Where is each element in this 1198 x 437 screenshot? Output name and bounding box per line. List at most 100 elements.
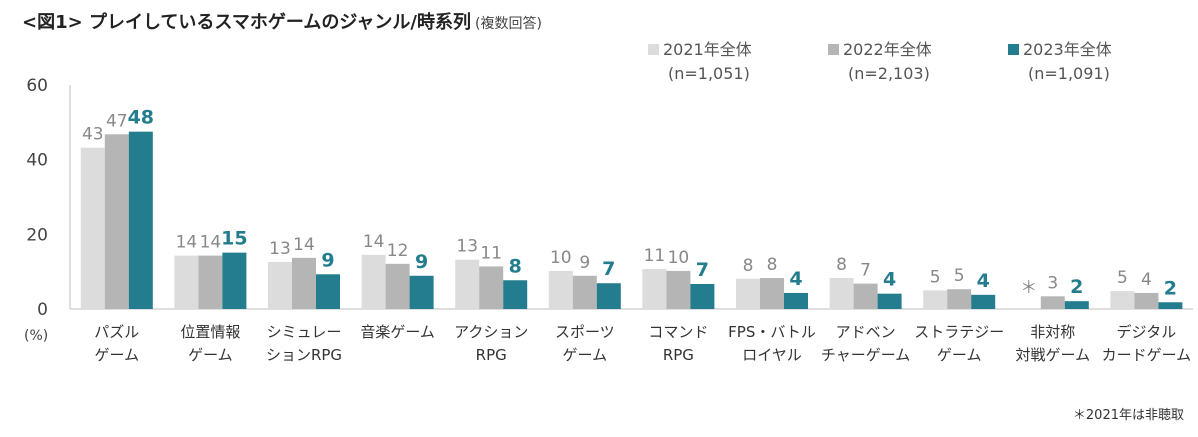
x-tick-label: ゲーム xyxy=(563,346,608,364)
bar-2023年全体-11 xyxy=(1158,302,1183,309)
bar-2023年全体-9 xyxy=(971,294,996,309)
bar-2023年全体-3 xyxy=(409,275,434,309)
chart-title-text: <図1> プレイしているスマホゲームのジャンル/時系列 xyxy=(22,12,472,33)
x-tick-label: RPG xyxy=(663,346,694,364)
data-label-2022年全体-5: 9 xyxy=(579,253,590,273)
bar-2022年全体-6 xyxy=(666,270,691,309)
bar-2023年全体-4 xyxy=(503,280,528,309)
bar-2023年全体-0 xyxy=(128,131,153,309)
data-label-2021年全体-4: 13 xyxy=(456,237,478,257)
legend-item-2021: 2021年全体 (n=1,051) xyxy=(648,36,752,83)
bar-2021年全体-5 xyxy=(548,270,573,309)
data-label-2023年全体-2: 9 xyxy=(321,249,334,271)
y-tick-label: 20 xyxy=(26,225,48,245)
legend-item-2022: 2022年全体 (n=2,103) xyxy=(828,36,932,83)
x-tick-label: RPG xyxy=(476,346,507,364)
legend-item-2023: 2023年全体 (n=1,091) xyxy=(1008,36,1112,83)
x-tick-label: カードゲーム xyxy=(1102,346,1192,364)
data-label-2022年全体-1: 14 xyxy=(200,233,222,253)
bar-2021年全体-0 xyxy=(80,147,105,309)
data-label-2021年全体-8: 8 xyxy=(836,255,847,275)
x-tick-label: FPS・バトル xyxy=(728,323,816,341)
x-tick-label: チャーゲーム xyxy=(821,346,910,364)
chart-subtitle: (複数回答) xyxy=(475,16,542,32)
bar-2021年全体-7 xyxy=(736,278,760,309)
bar-2021年全体-8 xyxy=(829,278,854,309)
data-label-2022年全体-8: 7 xyxy=(860,261,871,281)
data-label-2021年全体-11: 5 xyxy=(1117,268,1128,288)
bar-2022年全体-3 xyxy=(385,263,410,309)
x-tick-label: 対戦ゲーム xyxy=(1016,346,1091,364)
legend-swatch-2022 xyxy=(828,44,839,55)
legend-label-2021: 2021年全体 xyxy=(663,40,752,59)
y-axis-label: (%) xyxy=(24,328,48,344)
data-label-2021年全体-2: 13 xyxy=(269,239,291,259)
data-label-2021年全体-0: 43 xyxy=(82,125,104,145)
footnote: ＊2021年は非聴取 xyxy=(1072,408,1184,423)
x-tick-label: デジタル xyxy=(1117,323,1177,341)
legend-n-2023: (n=1,091) xyxy=(1028,64,1110,83)
x-tick-label: アドベン xyxy=(836,323,896,341)
bar-2023年全体-2 xyxy=(316,274,340,309)
data-label-2023年全体-6: 7 xyxy=(696,259,709,281)
legend-label-2023: 2023年全体 xyxy=(1023,40,1112,59)
bar-2022年全体-7 xyxy=(760,278,784,309)
legend-n-2021: (n=1,051) xyxy=(668,64,750,83)
data-label-2023年全体-8: 4 xyxy=(883,269,896,291)
data-label-2021年全体-1: 14 xyxy=(176,233,198,253)
data-label-2022年全体-9: 5 xyxy=(954,266,965,286)
y-tick-label: 60 xyxy=(26,76,48,96)
bar-2023年全体-10 xyxy=(1064,301,1089,309)
x-tick-label: 非対称 xyxy=(1030,323,1075,341)
data-label-2023年全体-9: 4 xyxy=(977,270,990,292)
data-label-2023年全体-7: 4 xyxy=(789,268,802,290)
bar-2021年全体-9 xyxy=(923,290,948,309)
x-tick-label: ゲーム xyxy=(95,346,140,364)
bar-2022年全体-10 xyxy=(1040,296,1065,309)
bar-2023年全体-6 xyxy=(690,283,715,309)
data-label-2021年全体-5: 10 xyxy=(550,248,572,268)
legend-swatch-2023 xyxy=(1008,44,1019,55)
y-tick-label: 40 xyxy=(26,151,48,171)
data-label-2021年全体-10: ＊ xyxy=(1020,278,1037,298)
data-label-2021年全体-9: 5 xyxy=(930,267,941,287)
bar-2021年全体-2 xyxy=(268,261,292,309)
bar-2022年全体-4 xyxy=(479,266,504,309)
bar-2021年全体-3 xyxy=(361,254,386,309)
bar-2023年全体-8 xyxy=(877,293,902,309)
bar-2023年全体-5 xyxy=(596,283,621,309)
bar-2021年全体-1 xyxy=(174,255,199,309)
data-label-2021年全体-3: 14 xyxy=(363,232,385,252)
bar-2022年全体-0 xyxy=(104,134,129,309)
data-label-2023年全体-11: 2 xyxy=(1164,277,1177,299)
x-tick-label: コマンド xyxy=(648,323,708,341)
bar-2022年全体-8 xyxy=(853,283,878,309)
data-label-2022年全体-10: 3 xyxy=(1047,273,1058,293)
bar-2022年全体-5 xyxy=(572,275,597,309)
bar-2023年全体-7 xyxy=(784,292,808,309)
x-tick-label: 音楽ゲーム xyxy=(360,323,435,341)
x-tick-label: スポーツ xyxy=(555,323,615,341)
data-label-2023年全体-5: 7 xyxy=(602,258,615,280)
y-tick-label: 0 xyxy=(37,300,48,320)
data-label-2022年全体-3: 12 xyxy=(387,241,409,261)
data-label-2023年全体-10: 2 xyxy=(1070,276,1083,298)
x-tick-label: 位置情報 xyxy=(180,323,240,341)
data-label-2023年全体-4: 8 xyxy=(509,255,522,277)
data-label-2023年全体-1: 15 xyxy=(221,228,247,250)
data-label-2021年全体-6: 11 xyxy=(644,246,666,266)
data-label-2022年全体-0: 47 xyxy=(106,111,128,131)
bar-2022年全体-11 xyxy=(1134,292,1159,309)
data-label-2021年全体-7: 8 xyxy=(743,256,754,276)
x-tick-label: アクション xyxy=(454,323,528,341)
x-tick-label: ゲーム xyxy=(937,346,982,364)
data-label-2022年全体-7: 8 xyxy=(767,255,778,275)
data-label-2023年全体-0: 48 xyxy=(128,107,154,129)
bar-2023年全体-1 xyxy=(222,252,247,309)
legend-swatch-2021 xyxy=(648,44,659,55)
data-label-2022年全体-6: 10 xyxy=(668,248,690,268)
x-tick-label: シミュレー xyxy=(267,323,342,341)
data-label-2023年全体-3: 9 xyxy=(415,251,428,273)
bar-2021年全体-4 xyxy=(455,259,480,309)
